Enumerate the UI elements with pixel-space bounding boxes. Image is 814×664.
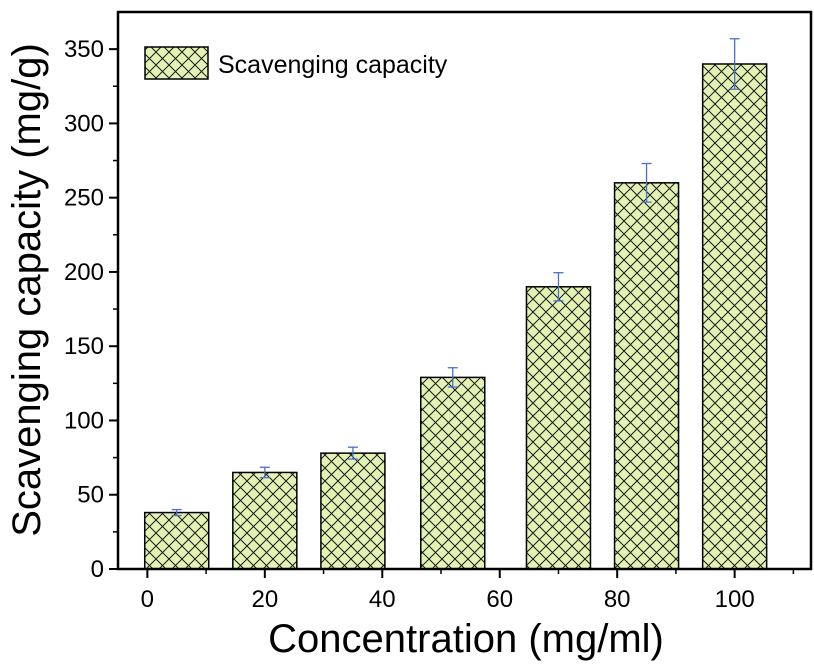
x-tick-label: 100 [715, 586, 755, 613]
error-bar [553, 272, 564, 302]
bar [701, 63, 768, 570]
y-tick-label: 300 [64, 110, 104, 137]
y-tick-label: 200 [64, 259, 104, 286]
y-axis-ticks: 0 50 100 150 200 250 300 350 [64, 36, 118, 583]
error-bar [641, 162, 652, 203]
y-tick-label: 100 [64, 407, 104, 434]
bar [232, 471, 298, 570]
legend: Scavenging capacity [144, 46, 448, 80]
x-tick-label: 60 [486, 586, 513, 613]
y-axis-title: Scavenging capacity (mg/g) [5, 43, 49, 537]
y-tick-label: 350 [64, 36, 104, 63]
legend-label: Scavenging capacity [218, 51, 448, 79]
x-axis-title: Concentration (mg/ml) [268, 617, 664, 661]
plot-area [143, 38, 768, 570]
bar [143, 511, 210, 570]
error-bar [171, 508, 182, 517]
y-tick-label: 50 [77, 482, 104, 509]
error-bar [729, 38, 740, 90]
y-tick-label: 250 [64, 185, 104, 212]
error-bar [347, 446, 358, 460]
x-tick-label: 0 [141, 586, 154, 613]
bar [613, 182, 680, 570]
x-axis-ticks: 0 20 40 60 80 100 [141, 569, 795, 613]
error-bar [447, 367, 458, 388]
bar [420, 376, 486, 570]
plot-frame [116, 10, 813, 571]
y-tick-label: 0 [91, 556, 104, 583]
x-tick-label: 80 [604, 586, 631, 613]
legend-swatch [144, 46, 209, 80]
error-bar [259, 466, 270, 479]
bar [525, 286, 592, 570]
bar [320, 452, 386, 570]
x-tick-label: 20 [251, 586, 278, 613]
x-tick-label: 40 [369, 586, 396, 613]
y-tick-label: 150 [64, 333, 104, 360]
